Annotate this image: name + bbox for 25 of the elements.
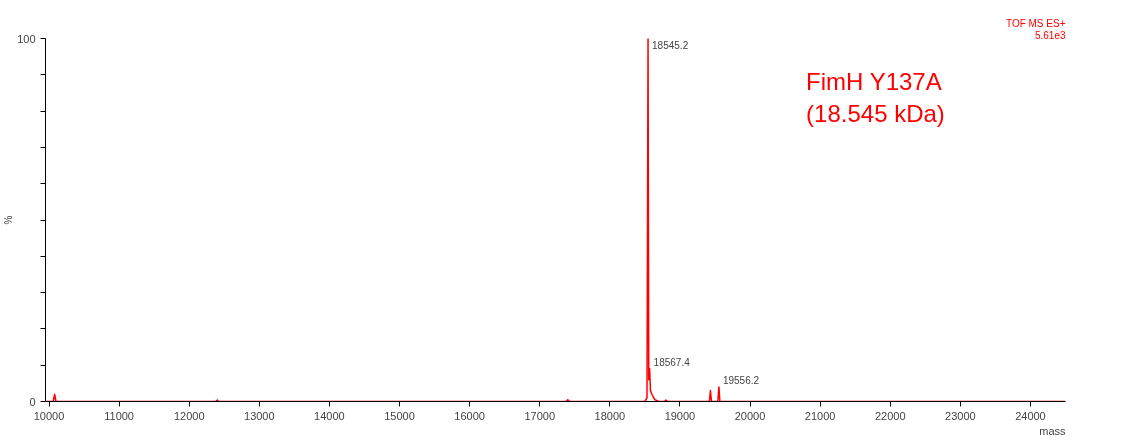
annotation: 18567.4 — [653, 356, 691, 368]
x-tick-label: 10000 — [33, 409, 65, 422]
x-tick-label: 19000 — [664, 409, 696, 422]
annotation: 18545.2 — [652, 39, 689, 51]
x-tick-label: 12000 — [173, 409, 205, 422]
y-tick-label: 100 — [17, 32, 36, 45]
text: TOF MS ES+ — [1005, 17, 1066, 29]
annotation: FimH Y137A (18.545 kDa) — [806, 67, 945, 127]
x-tick-label: 21000 — [804, 409, 836, 422]
x-axis-title: mass — [1039, 424, 1066, 437]
x-tick-label: 24000 — [1015, 409, 1046, 422]
x-tick-label: 13000 — [244, 409, 275, 422]
x-tick-label: 11000 — [104, 409, 134, 422]
annotation: 19556.2 — [722, 374, 760, 386]
annotation: 5.61e3 — [1034, 29, 1066, 41]
x-tick-label: 16000 — [454, 409, 485, 422]
y-axis-title: % — [3, 215, 15, 225]
x-tick-label: 15000 — [384, 409, 415, 422]
y-tick-label: 0 — [29, 395, 36, 408]
x-tick-label: 23000 — [945, 409, 976, 422]
x-tick-label: 14000 — [314, 409, 345, 422]
x-tick-label: 17000 — [524, 409, 556, 422]
x-tick-label: 22000 — [874, 409, 906, 422]
x-tick-label: 20000 — [734, 409, 766, 422]
x-tick-label: 18000 — [594, 409, 626, 422]
